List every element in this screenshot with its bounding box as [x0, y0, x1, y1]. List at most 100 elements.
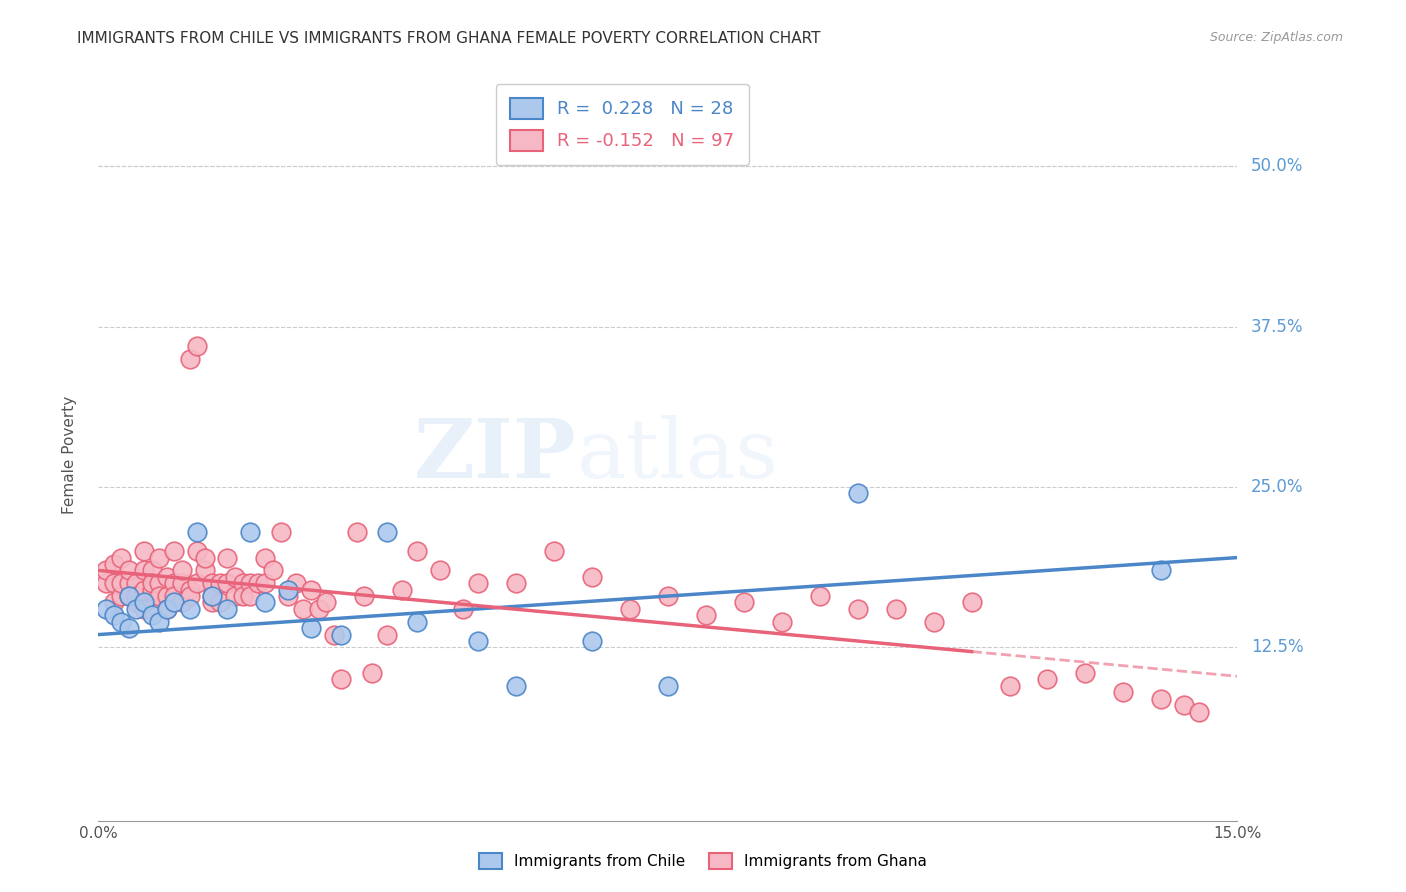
Point	[118, 589, 141, 603]
Point	[110, 576, 132, 591]
Legend: R =  0.228   N = 28, R = -0.152   N = 97: R = 0.228 N = 28, R = -0.152 N = 97	[496, 84, 749, 165]
Point	[179, 351, 201, 366]
Text: atlas: atlas	[576, 415, 779, 495]
Point	[581, 570, 603, 584]
Point	[299, 582, 322, 597]
Point	[224, 589, 246, 603]
Point	[262, 563, 284, 577]
Point	[186, 339, 208, 353]
Point	[299, 621, 322, 635]
Point	[467, 576, 489, 591]
Point	[284, 576, 307, 591]
Point	[505, 576, 527, 591]
Point	[94, 602, 117, 616]
Point	[141, 582, 163, 597]
Point	[846, 602, 869, 616]
Point	[239, 524, 262, 539]
Point	[186, 524, 208, 539]
Point	[148, 576, 170, 591]
Point	[581, 634, 603, 648]
Point	[141, 602, 163, 616]
Point	[201, 576, 224, 591]
Point	[132, 563, 155, 577]
Point	[132, 544, 155, 558]
Point	[118, 621, 141, 635]
Point	[170, 576, 193, 591]
Point	[110, 550, 132, 565]
Point	[406, 615, 429, 629]
Point	[141, 608, 163, 623]
Point	[141, 576, 163, 591]
Point	[1173, 698, 1195, 713]
Point	[201, 589, 224, 603]
Point	[998, 679, 1021, 693]
Y-axis label: Female Poverty: Female Poverty	[62, 396, 77, 514]
Point	[118, 589, 141, 603]
Point	[163, 544, 186, 558]
Point	[103, 576, 125, 591]
Point	[125, 576, 148, 591]
Point	[254, 550, 277, 565]
Point	[179, 582, 201, 597]
Point	[217, 602, 239, 616]
Point	[619, 602, 641, 616]
Point	[391, 582, 413, 597]
Point	[1150, 691, 1173, 706]
Legend: Immigrants from Chile, Immigrants from Ghana: Immigrants from Chile, Immigrants from G…	[474, 847, 932, 875]
Text: 25.0%: 25.0%	[1251, 478, 1303, 496]
Point	[239, 576, 262, 591]
Point	[277, 589, 299, 603]
Point	[224, 570, 246, 584]
Point	[960, 595, 983, 609]
Point	[156, 602, 179, 616]
Point	[330, 673, 353, 687]
Point	[1150, 563, 1173, 577]
Point	[451, 602, 474, 616]
Point	[179, 589, 201, 603]
Point	[179, 602, 201, 616]
Point	[232, 589, 254, 603]
Point	[118, 563, 141, 577]
Point	[163, 576, 186, 591]
Point	[922, 615, 945, 629]
Point	[277, 582, 299, 597]
Point	[118, 576, 141, 591]
Point	[110, 615, 132, 629]
Text: IMMIGRANTS FROM CHILE VS IMMIGRANTS FROM GHANA FEMALE POVERTY CORRELATION CHART: IMMIGRANTS FROM CHILE VS IMMIGRANTS FROM…	[77, 31, 821, 46]
Point	[1074, 666, 1097, 681]
Point	[322, 627, 344, 641]
Text: ZIP: ZIP	[415, 415, 576, 495]
Point	[270, 524, 292, 539]
Point	[375, 627, 398, 641]
Point	[163, 589, 186, 603]
Point	[125, 602, 148, 616]
Point	[186, 544, 208, 558]
Point	[148, 589, 170, 603]
Point	[208, 576, 231, 591]
Point	[94, 563, 117, 577]
Point	[156, 602, 179, 616]
Text: 37.5%: 37.5%	[1251, 318, 1303, 335]
Point	[1188, 705, 1211, 719]
Point	[132, 582, 155, 597]
Point	[170, 563, 193, 577]
Point	[254, 595, 277, 609]
Point	[156, 589, 179, 603]
Point	[163, 595, 186, 609]
Point	[186, 576, 208, 591]
Point	[103, 595, 125, 609]
Point	[125, 589, 148, 603]
Point	[239, 589, 262, 603]
Point	[657, 679, 679, 693]
Point	[208, 595, 231, 609]
Text: Source: ZipAtlas.com: Source: ZipAtlas.com	[1209, 31, 1343, 45]
Point	[429, 563, 451, 577]
Point	[194, 550, 217, 565]
Point	[353, 589, 375, 603]
Point	[657, 589, 679, 603]
Point	[406, 544, 429, 558]
Point	[125, 595, 148, 609]
Point	[132, 602, 155, 616]
Point	[292, 602, 315, 616]
Text: 50.0%: 50.0%	[1251, 157, 1303, 175]
